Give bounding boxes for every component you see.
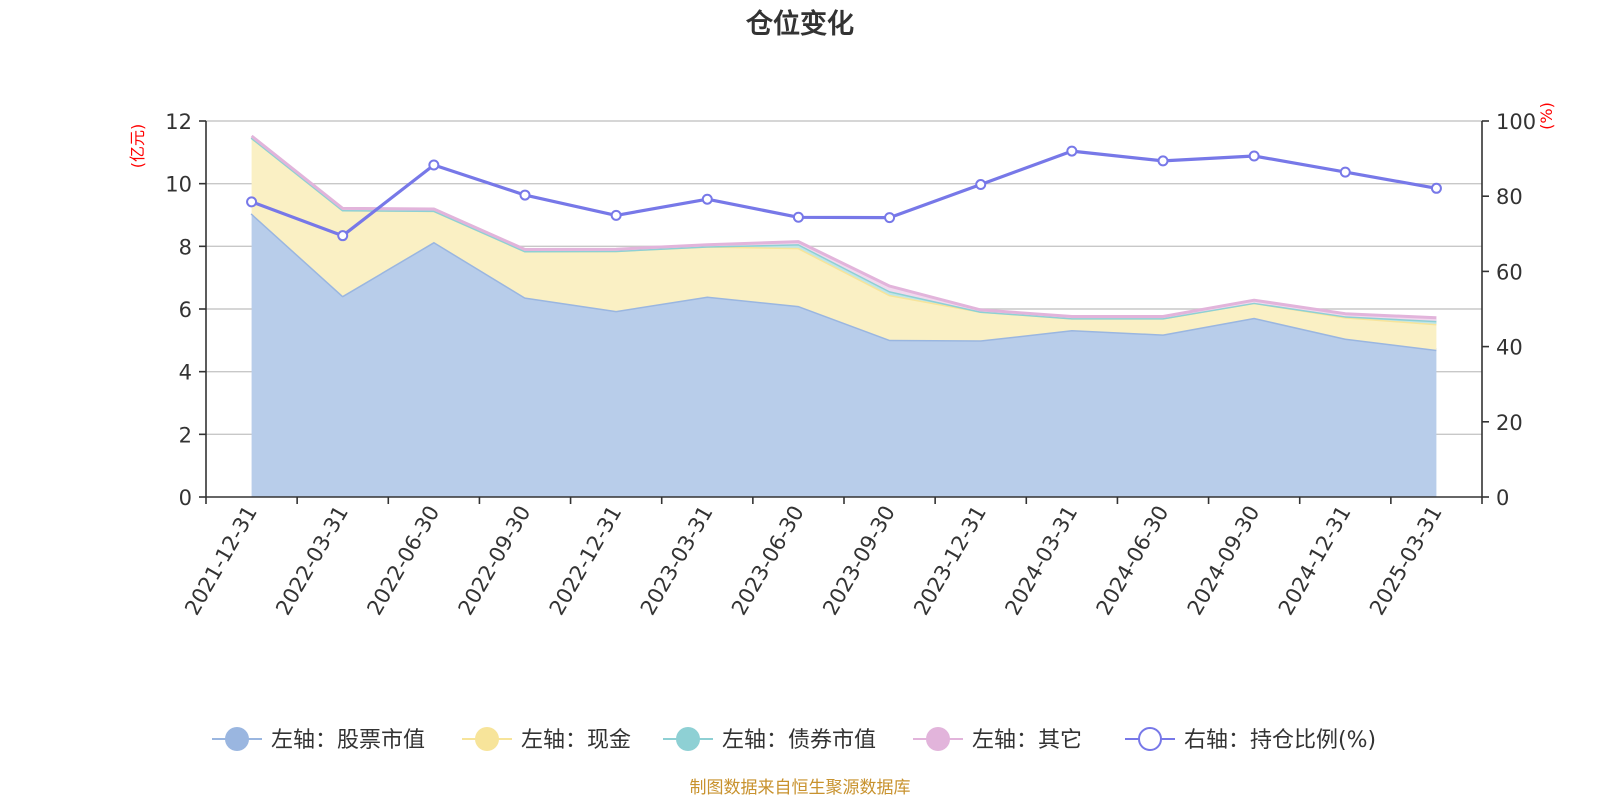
- x-tick-label: 2024-06-30: [1092, 502, 1174, 620]
- legend-label: 左轴：债券市值: [722, 728, 876, 753]
- legend-label: 左轴：股票市值: [271, 728, 425, 753]
- x-tick-label: 2023-03-31: [636, 502, 718, 620]
- x-tick-label: 2024-03-31: [1000, 502, 1082, 620]
- x-tick-label: 2022-12-31: [545, 502, 627, 620]
- ratio-point: [519, 189, 531, 201]
- ratio-point: [975, 179, 987, 191]
- source-note: 制图数据来自恒生聚源数据库: [690, 778, 911, 798]
- right-tick-label: 20: [1496, 411, 1523, 435]
- area-9ab6e0: [251, 213, 1437, 497]
- legend-item: 左轴：债券市值: [663, 727, 876, 753]
- left-axis-unit: (亿元): [128, 124, 147, 169]
- legend-marker: [225, 727, 249, 751]
- holding-ratio-series: [246, 145, 1442, 242]
- left-tick-label: 12: [165, 110, 192, 134]
- legend-label: 右轴：持仓比例(%): [1184, 728, 1376, 753]
- legend-marker: [475, 727, 499, 751]
- x-tick-label: 2023-09-30: [818, 502, 900, 620]
- ratio-point: [792, 211, 804, 223]
- area-f7e49a: [251, 137, 1437, 350]
- ratio-point: [610, 209, 622, 221]
- left-tick-label: 10: [165, 173, 192, 197]
- ratio-point: [428, 159, 440, 171]
- left-tick-label: 2: [179, 423, 192, 447]
- x-tick-label: 2021-12-31: [180, 502, 262, 620]
- legend-label: 左轴：现金: [521, 728, 631, 753]
- x-tick-label: 2024-09-30: [1183, 502, 1265, 620]
- right-axis-unit: (%): [1537, 102, 1556, 130]
- ratio-point: [1157, 155, 1169, 167]
- legend-item: 左轴：现金: [462, 727, 631, 753]
- ratio-point: [701, 193, 713, 205]
- left-tick-label: 6: [179, 298, 192, 322]
- ratio-point: [246, 196, 258, 208]
- right-tick-label: 80: [1496, 185, 1523, 209]
- legend-label: 左轴：其它: [972, 728, 1082, 753]
- left-tick-label: 4: [179, 361, 192, 385]
- ratio-point: [337, 230, 349, 242]
- x-tick-label: 2022-09-30: [454, 502, 536, 620]
- right-tick-label: 0: [1496, 486, 1509, 510]
- ratio-point: [1430, 182, 1442, 194]
- legend-marker: [926, 727, 950, 751]
- series-line: [250, 134, 1437, 320]
- ratio-line: [251, 149, 1437, 238]
- legend-marker: [676, 727, 700, 751]
- chart-title: 仓位变化: [745, 8, 854, 40]
- stacked-areas: [250, 134, 1437, 497]
- x-tick-label: 2025-03-31: [1365, 502, 1447, 620]
- legend-item: 左轴：股票市值: [212, 727, 425, 753]
- left-tick-label: 8: [179, 235, 192, 259]
- x-tick-label: 2024-12-31: [1274, 502, 1356, 620]
- legend-item: 右轴：持仓比例(%): [1125, 727, 1376, 753]
- left-tick-label: 0: [179, 486, 192, 510]
- ratio-point: [1248, 150, 1260, 162]
- x-tick-label: 2023-06-30: [727, 502, 809, 620]
- ratio-point: [884, 212, 896, 224]
- ratio-point: [1066, 145, 1078, 157]
- right-tick-label: 60: [1496, 260, 1523, 284]
- legend-marker: [1138, 727, 1162, 751]
- right-tick-label: 100: [1496, 110, 1536, 134]
- ratio-point: [1339, 166, 1351, 178]
- x-tick-label: 2022-03-31: [271, 502, 353, 620]
- right-tick-label: 40: [1496, 336, 1523, 360]
- x-tick-label: 2023-12-31: [909, 502, 991, 620]
- legend: 左轴：股票市值 左轴：现金 左轴：债券市值 左轴：其它 右轴：持仓比例(%): [212, 727, 1376, 753]
- x-tick-label: 2022-06-30: [362, 502, 444, 620]
- legend-item: 左轴：其它: [913, 727, 1082, 753]
